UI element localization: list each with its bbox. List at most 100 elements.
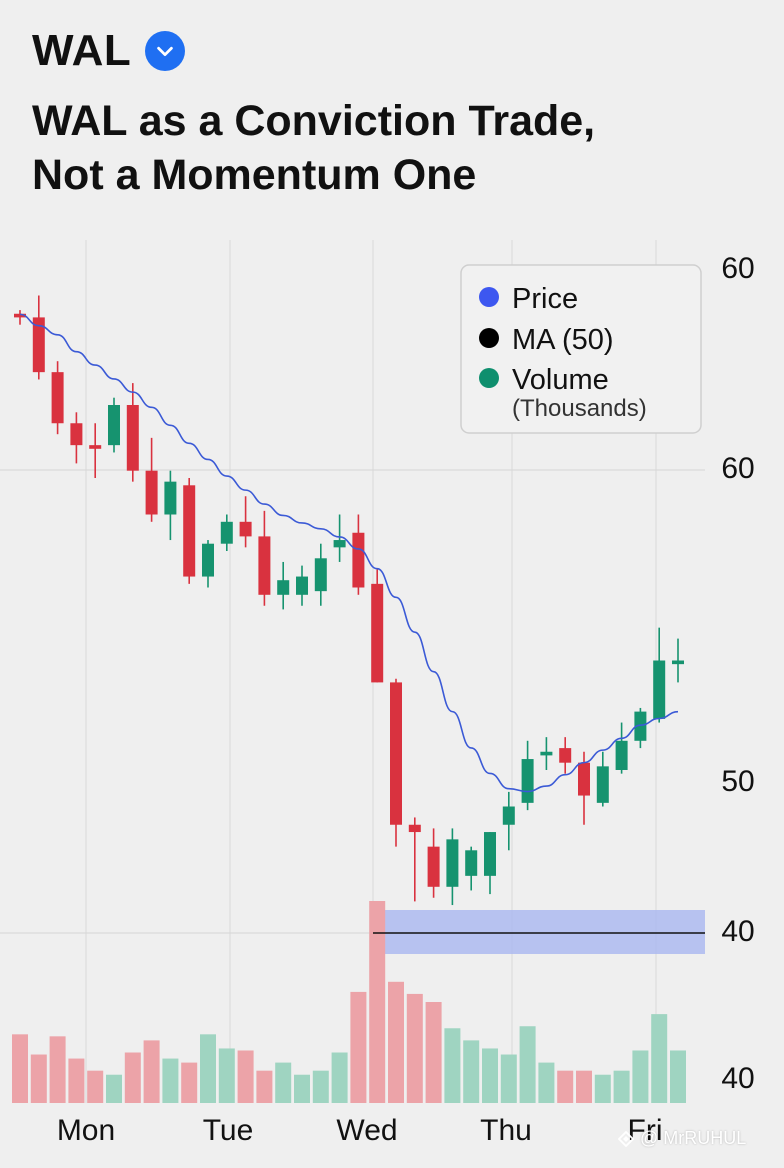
candle-body xyxy=(484,832,496,876)
candle xyxy=(540,737,553,770)
volume-bar xyxy=(576,1070,592,1103)
headline: WAL as a Conviction Trade, Not a Momentu… xyxy=(32,94,732,202)
ma-line xyxy=(19,313,679,793)
volume-bar xyxy=(519,1026,536,1103)
legend-price-dot xyxy=(479,287,499,307)
candle-body xyxy=(333,540,346,548)
volume-bar xyxy=(294,1074,310,1103)
x-tick-label: Thu xyxy=(480,1114,532,1147)
candle-body xyxy=(183,485,196,577)
candle-body xyxy=(51,372,64,424)
y-tick-label: 50 xyxy=(721,765,754,798)
candle xyxy=(653,627,666,723)
volume-bar xyxy=(670,1050,686,1103)
y-tick-label: 60 xyxy=(721,452,754,485)
candle xyxy=(559,737,572,774)
candle xyxy=(408,817,421,902)
legend-price-label: Price xyxy=(512,283,578,315)
candle xyxy=(634,707,647,749)
volume-bar xyxy=(49,1036,66,1103)
candle xyxy=(277,561,290,610)
x-axis-labels: Mon Tue Wed Thu Fri xyxy=(57,1114,663,1147)
volume-bar xyxy=(651,1014,668,1103)
y-axis-labels: 60 60 50 40 40 xyxy=(721,252,754,1095)
legend-ma-label: MA (50) xyxy=(512,324,614,356)
candle-body xyxy=(145,470,158,515)
ticker-symbol: WAL xyxy=(32,26,132,75)
candle-body xyxy=(202,543,214,577)
support-band xyxy=(370,910,705,954)
candle xyxy=(145,437,158,522)
candle xyxy=(465,846,478,891)
candle xyxy=(32,295,45,380)
candle xyxy=(108,397,120,453)
candle-body xyxy=(427,846,440,887)
candle-body xyxy=(164,481,177,515)
legend: Price MA (50) Volume (Thousands) xyxy=(460,264,702,434)
candle xyxy=(578,751,590,825)
candle xyxy=(352,514,365,595)
candle-body xyxy=(89,445,102,449)
volume-bar xyxy=(12,1034,28,1103)
candle-body xyxy=(258,536,271,595)
candle xyxy=(164,470,177,541)
candle-body xyxy=(32,317,45,373)
candle-body xyxy=(277,580,290,595)
header: WAL xyxy=(32,26,186,76)
candle xyxy=(296,565,308,606)
candle xyxy=(126,383,139,482)
legend-ma-dot xyxy=(479,328,499,348)
headline-line-2: Not a Momentum One xyxy=(32,151,477,199)
x-tick-label: Fri xyxy=(628,1114,663,1147)
volume-bar xyxy=(388,981,404,1103)
candle xyxy=(596,751,609,807)
y-tick-label: 40 xyxy=(721,915,754,948)
volume-bar xyxy=(124,1052,141,1103)
candle xyxy=(672,638,684,683)
diamond-logo-icon xyxy=(618,1130,634,1147)
volume-bar xyxy=(350,991,367,1103)
volume-bar xyxy=(312,1070,329,1103)
volume-bar xyxy=(500,1054,517,1103)
candle-body xyxy=(296,576,308,595)
candle-body xyxy=(408,824,421,833)
volume-bar xyxy=(444,1028,461,1103)
candle-body xyxy=(465,850,478,876)
candle xyxy=(521,740,534,811)
volume-bar xyxy=(275,1062,292,1103)
x-tick-label: Mon xyxy=(57,1114,115,1147)
candle-body xyxy=(239,521,252,537)
candle-body xyxy=(578,762,590,796)
candle-body xyxy=(672,660,684,665)
ticker-row: WAL xyxy=(32,26,186,76)
candle-body xyxy=(220,521,233,544)
volume-bar xyxy=(256,1070,273,1103)
legend-volume-sublabel: (Thousands) xyxy=(512,395,647,422)
candle xyxy=(220,514,233,551)
volume-bar xyxy=(369,901,386,1103)
candle xyxy=(371,569,384,683)
candle xyxy=(314,543,327,606)
candle xyxy=(14,310,26,325)
candle xyxy=(89,423,102,478)
volume-bar xyxy=(632,1050,649,1103)
candle-body xyxy=(352,532,365,588)
price-candles xyxy=(14,295,684,906)
verified-check-icon[interactable] xyxy=(145,31,186,71)
candle xyxy=(51,361,64,435)
candle xyxy=(502,791,515,851)
candle-body xyxy=(126,405,139,471)
volume-bar xyxy=(106,1074,122,1103)
watermark-text: @ MrRUHUL xyxy=(640,1128,747,1148)
candle-body xyxy=(653,660,666,719)
x-tick-label: Tue xyxy=(203,1114,254,1147)
candle-body xyxy=(596,766,609,803)
candle xyxy=(390,678,402,847)
legend-volume-dot xyxy=(479,368,499,388)
candle xyxy=(70,412,83,464)
volume-bar xyxy=(218,1048,235,1103)
volume-bars xyxy=(12,901,686,1103)
chevron-down-icon xyxy=(157,46,174,57)
candle-body xyxy=(521,759,534,803)
